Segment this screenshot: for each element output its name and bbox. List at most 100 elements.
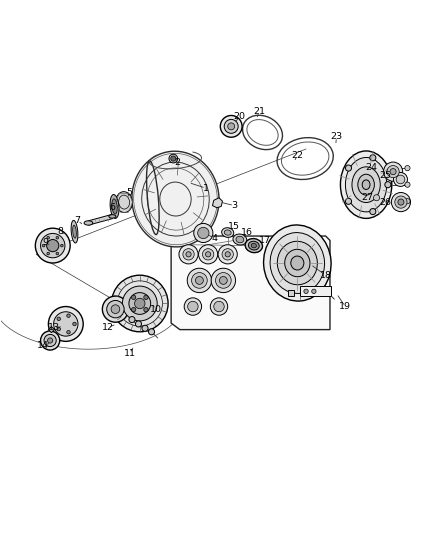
Circle shape bbox=[214, 301, 224, 312]
Text: 22: 22 bbox=[291, 151, 304, 160]
Circle shape bbox=[219, 277, 227, 284]
Circle shape bbox=[144, 295, 148, 300]
Circle shape bbox=[215, 272, 231, 288]
Ellipse shape bbox=[251, 244, 256, 248]
Circle shape bbox=[44, 334, 56, 346]
Text: 11: 11 bbox=[124, 349, 136, 358]
Text: 21: 21 bbox=[253, 108, 265, 117]
Circle shape bbox=[60, 244, 63, 247]
Ellipse shape bbox=[248, 241, 259, 250]
Circle shape bbox=[312, 289, 316, 294]
Ellipse shape bbox=[84, 221, 93, 225]
Text: 18: 18 bbox=[320, 271, 332, 280]
Text: 17: 17 bbox=[259, 236, 271, 245]
Circle shape bbox=[73, 322, 76, 326]
Ellipse shape bbox=[346, 157, 387, 212]
Ellipse shape bbox=[285, 249, 310, 277]
Text: 7: 7 bbox=[74, 216, 81, 225]
Polygon shape bbox=[88, 214, 113, 225]
Ellipse shape bbox=[352, 167, 380, 203]
Ellipse shape bbox=[340, 151, 392, 219]
Polygon shape bbox=[212, 198, 223, 208]
Ellipse shape bbox=[132, 151, 219, 247]
Ellipse shape bbox=[73, 225, 76, 238]
Circle shape bbox=[391, 192, 410, 212]
Ellipse shape bbox=[362, 180, 370, 189]
Circle shape bbox=[41, 331, 60, 350]
Circle shape bbox=[220, 116, 242, 137]
Circle shape bbox=[47, 237, 49, 239]
Circle shape bbox=[346, 165, 352, 171]
Circle shape bbox=[183, 249, 194, 260]
Ellipse shape bbox=[109, 215, 116, 218]
Text: 26: 26 bbox=[379, 198, 391, 207]
Circle shape bbox=[304, 289, 308, 294]
Ellipse shape bbox=[245, 239, 262, 253]
Polygon shape bbox=[288, 290, 294, 296]
Text: 8: 8 bbox=[57, 227, 63, 236]
Circle shape bbox=[47, 338, 53, 343]
Circle shape bbox=[142, 325, 148, 332]
Text: 4: 4 bbox=[212, 233, 218, 243]
Circle shape bbox=[131, 295, 136, 300]
Circle shape bbox=[53, 312, 78, 336]
Circle shape bbox=[370, 208, 376, 215]
Circle shape bbox=[194, 223, 213, 243]
Circle shape bbox=[205, 252, 211, 257]
Circle shape bbox=[191, 272, 207, 288]
Circle shape bbox=[398, 199, 404, 205]
Ellipse shape bbox=[110, 195, 119, 219]
Circle shape bbox=[374, 195, 380, 201]
Circle shape bbox=[218, 245, 237, 264]
Circle shape bbox=[370, 155, 376, 161]
Ellipse shape bbox=[71, 221, 78, 243]
Ellipse shape bbox=[116, 192, 132, 213]
Circle shape bbox=[47, 252, 49, 255]
Circle shape bbox=[187, 268, 212, 293]
Ellipse shape bbox=[291, 256, 304, 270]
Circle shape bbox=[134, 298, 145, 309]
Circle shape bbox=[56, 237, 59, 239]
Circle shape bbox=[67, 314, 70, 318]
Circle shape bbox=[131, 308, 136, 312]
Circle shape bbox=[57, 317, 60, 320]
Ellipse shape bbox=[264, 225, 331, 301]
Circle shape bbox=[129, 293, 151, 314]
Circle shape bbox=[222, 249, 233, 260]
Text: 9: 9 bbox=[42, 238, 48, 247]
Circle shape bbox=[47, 239, 59, 252]
Circle shape bbox=[210, 298, 228, 315]
Text: 6: 6 bbox=[110, 203, 115, 212]
Circle shape bbox=[107, 301, 124, 318]
Ellipse shape bbox=[112, 199, 117, 214]
Circle shape bbox=[111, 305, 120, 313]
Polygon shape bbox=[300, 286, 331, 296]
Circle shape bbox=[122, 286, 157, 321]
Circle shape bbox=[42, 244, 45, 247]
Circle shape bbox=[387, 166, 399, 177]
Circle shape bbox=[102, 296, 128, 322]
Circle shape bbox=[57, 327, 60, 331]
Text: 14: 14 bbox=[37, 341, 49, 350]
Text: 27: 27 bbox=[361, 193, 373, 202]
Circle shape bbox=[228, 123, 235, 130]
Text: 10: 10 bbox=[150, 305, 162, 313]
Text: 12: 12 bbox=[102, 323, 114, 332]
Circle shape bbox=[346, 198, 352, 204]
Circle shape bbox=[187, 301, 198, 312]
Ellipse shape bbox=[233, 234, 247, 245]
Circle shape bbox=[405, 199, 410, 204]
Text: 5: 5 bbox=[127, 188, 133, 197]
Circle shape bbox=[184, 298, 201, 315]
Text: 23: 23 bbox=[330, 132, 343, 141]
Text: 2: 2 bbox=[175, 158, 180, 167]
Circle shape bbox=[384, 162, 403, 181]
Circle shape bbox=[405, 182, 410, 187]
Circle shape bbox=[35, 228, 70, 263]
Ellipse shape bbox=[224, 230, 231, 235]
Circle shape bbox=[390, 168, 396, 175]
Circle shape bbox=[198, 228, 209, 239]
Text: 19: 19 bbox=[339, 302, 351, 311]
Text: 20: 20 bbox=[233, 112, 245, 121]
Circle shape bbox=[148, 329, 155, 335]
